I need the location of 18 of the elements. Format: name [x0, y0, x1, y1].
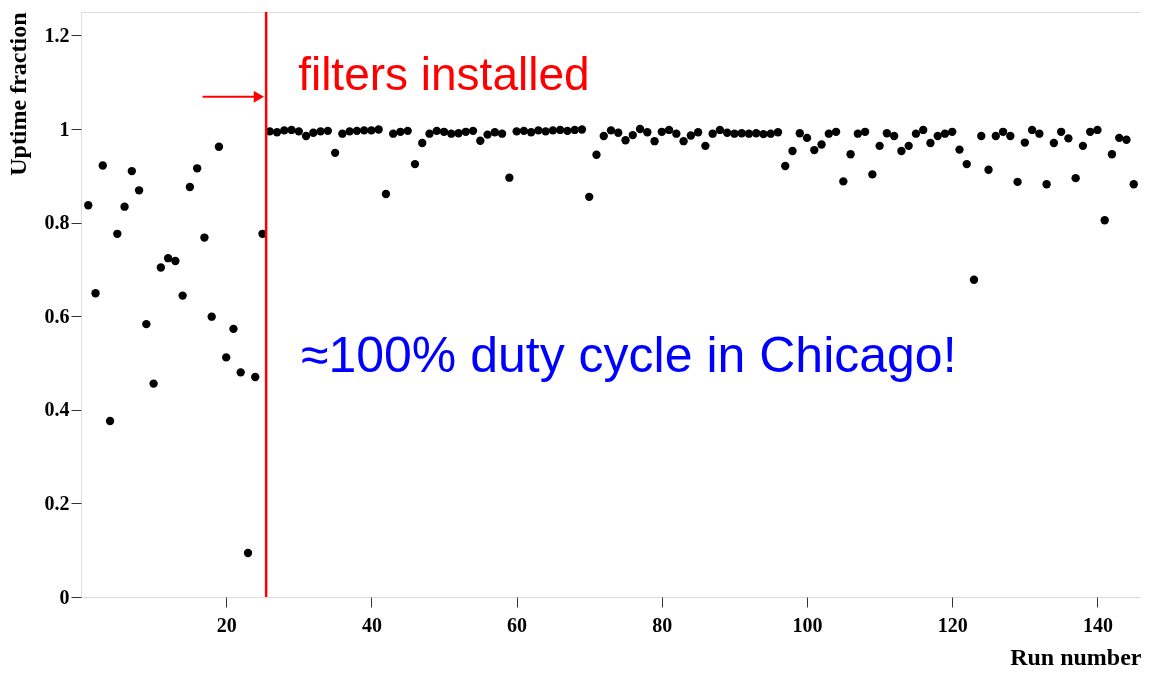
y-tick-label: 0.4	[44, 398, 70, 421]
x-tick-label: 20	[216, 613, 237, 636]
ref-line-label: filters installed	[298, 48, 590, 101]
x-axis-title: Run number	[1010, 643, 1142, 670]
y-tick-label: 0.6	[44, 304, 70, 327]
x-tick-label: 100	[792, 613, 823, 636]
annotation: ≈100% duty cycle in Chicago!	[301, 327, 957, 383]
y-tick-label: 1	[59, 117, 70, 140]
y-tick-label: 0.2	[44, 491, 70, 514]
x-tick-label: 140	[1082, 613, 1113, 636]
x-tick-label: 60	[507, 613, 528, 636]
y-tick-label: 0	[59, 585, 70, 608]
x-tick-label: 80	[652, 613, 673, 636]
y-tick-label: 1.2	[44, 23, 70, 46]
x-tick-label: 120	[937, 613, 968, 636]
y-axis-title: Uptime fraction	[4, 12, 31, 176]
x-tick-label: 40	[361, 613, 382, 636]
y-tick-label: 0.8	[44, 211, 70, 234]
